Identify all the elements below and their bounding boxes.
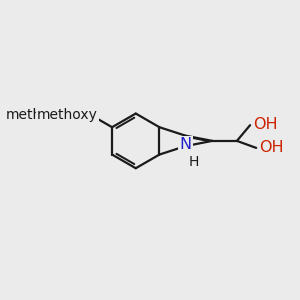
Text: N: N (179, 137, 191, 152)
Text: OH: OH (253, 117, 278, 132)
Text: OH: OH (259, 140, 284, 155)
Text: H: H (188, 155, 199, 169)
Text: methoxy: methoxy (5, 108, 66, 122)
Text: O: O (85, 107, 97, 122)
Text: methoxy: methoxy (37, 108, 98, 122)
